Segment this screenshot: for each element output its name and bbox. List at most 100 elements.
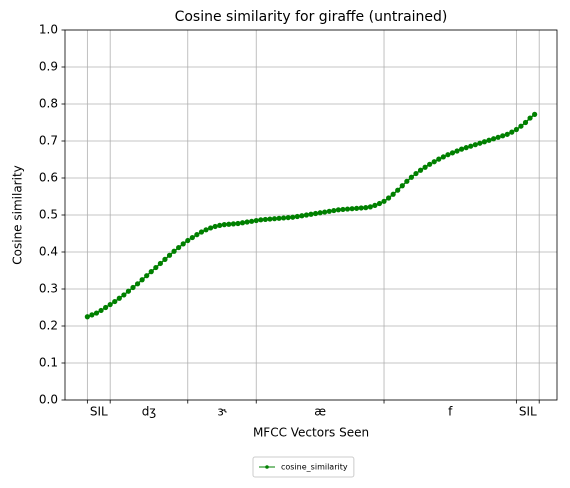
y-axis-label: Cosine similarity bbox=[11, 165, 25, 264]
point bbox=[121, 292, 127, 298]
point bbox=[176, 244, 182, 251]
x-tick-label: ɝ bbox=[217, 405, 227, 419]
point bbox=[84, 314, 90, 320]
x-tick-label: f bbox=[448, 405, 453, 419]
point bbox=[134, 281, 141, 287]
point bbox=[427, 161, 433, 167]
point bbox=[376, 200, 383, 207]
point bbox=[230, 221, 237, 227]
point bbox=[335, 207, 341, 213]
point bbox=[148, 269, 154, 275]
point bbox=[207, 225, 214, 231]
point bbox=[358, 205, 364, 211]
point bbox=[445, 152, 451, 158]
point bbox=[395, 187, 401, 193]
point bbox=[454, 148, 460, 154]
point bbox=[244, 219, 250, 225]
point bbox=[308, 211, 314, 217]
point bbox=[262, 216, 268, 223]
y-tick-label: 0.3 bbox=[39, 282, 58, 296]
point bbox=[390, 191, 396, 197]
point bbox=[340, 206, 346, 213]
point bbox=[509, 129, 515, 135]
x-tick-label: dʒ bbox=[142, 405, 157, 419]
point bbox=[93, 310, 100, 316]
y-tick-label: 0.9 bbox=[39, 60, 58, 74]
plot-frame bbox=[64, 29, 558, 401]
point bbox=[203, 227, 209, 233]
point bbox=[258, 217, 264, 223]
point bbox=[276, 215, 282, 221]
point bbox=[367, 204, 373, 210]
point bbox=[249, 218, 255, 224]
y-tick-label: 0.6 bbox=[39, 171, 58, 185]
point bbox=[171, 248, 177, 254]
point bbox=[417, 167, 424, 173]
point bbox=[472, 142, 478, 148]
y-tick-label: 0.0 bbox=[39, 393, 58, 407]
point bbox=[468, 143, 474, 149]
point bbox=[290, 214, 296, 220]
x-axis-label: MFCC Vectors Seen bbox=[253, 426, 369, 440]
point bbox=[281, 215, 287, 221]
point bbox=[253, 217, 259, 224]
point bbox=[103, 304, 109, 311]
point bbox=[235, 220, 241, 227]
point bbox=[463, 145, 469, 151]
point bbox=[217, 222, 223, 228]
point bbox=[504, 131, 510, 137]
point bbox=[399, 183, 405, 189]
point bbox=[459, 146, 465, 152]
point bbox=[285, 214, 291, 221]
point bbox=[299, 213, 305, 219]
x-tick-label: æ bbox=[314, 405, 326, 419]
point bbox=[194, 232, 200, 238]
point bbox=[221, 222, 227, 228]
point bbox=[116, 295, 122, 301]
point bbox=[317, 210, 323, 216]
point bbox=[522, 119, 529, 126]
point bbox=[436, 156, 442, 162]
point bbox=[180, 241, 186, 247]
point bbox=[513, 126, 519, 133]
point bbox=[326, 208, 332, 214]
point bbox=[212, 223, 218, 230]
point bbox=[413, 170, 419, 177]
point bbox=[500, 133, 506, 139]
point bbox=[125, 288, 132, 294]
point bbox=[239, 220, 246, 226]
point bbox=[294, 213, 300, 220]
point bbox=[486, 137, 492, 143]
point bbox=[112, 298, 118, 305]
point bbox=[481, 139, 488, 145]
point bbox=[449, 150, 456, 156]
point bbox=[527, 115, 533, 121]
point bbox=[349, 206, 355, 212]
y-tick-label: 0.1 bbox=[39, 356, 58, 370]
point bbox=[490, 136, 497, 142]
point bbox=[440, 154, 446, 160]
point bbox=[139, 277, 145, 283]
y-tick-label: 0.4 bbox=[39, 245, 58, 259]
point bbox=[98, 307, 104, 314]
y-tick-label: 1.0 bbox=[39, 23, 58, 37]
legend-box bbox=[252, 456, 355, 478]
point bbox=[89, 312, 95, 318]
y-tick-label: 0.7 bbox=[39, 134, 58, 148]
point bbox=[344, 206, 351, 212]
legend-marker bbox=[265, 465, 269, 469]
point bbox=[226, 221, 232, 227]
point bbox=[144, 273, 150, 279]
point bbox=[153, 264, 159, 271]
y-tick-label: 0.2 bbox=[39, 319, 58, 333]
point bbox=[381, 198, 387, 204]
point bbox=[431, 159, 437, 165]
point bbox=[363, 205, 369, 211]
point bbox=[422, 164, 428, 170]
point bbox=[130, 284, 136, 291]
point bbox=[477, 140, 483, 146]
x-tick-label: SIL bbox=[90, 405, 108, 419]
point bbox=[312, 210, 319, 217]
point bbox=[322, 209, 328, 215]
